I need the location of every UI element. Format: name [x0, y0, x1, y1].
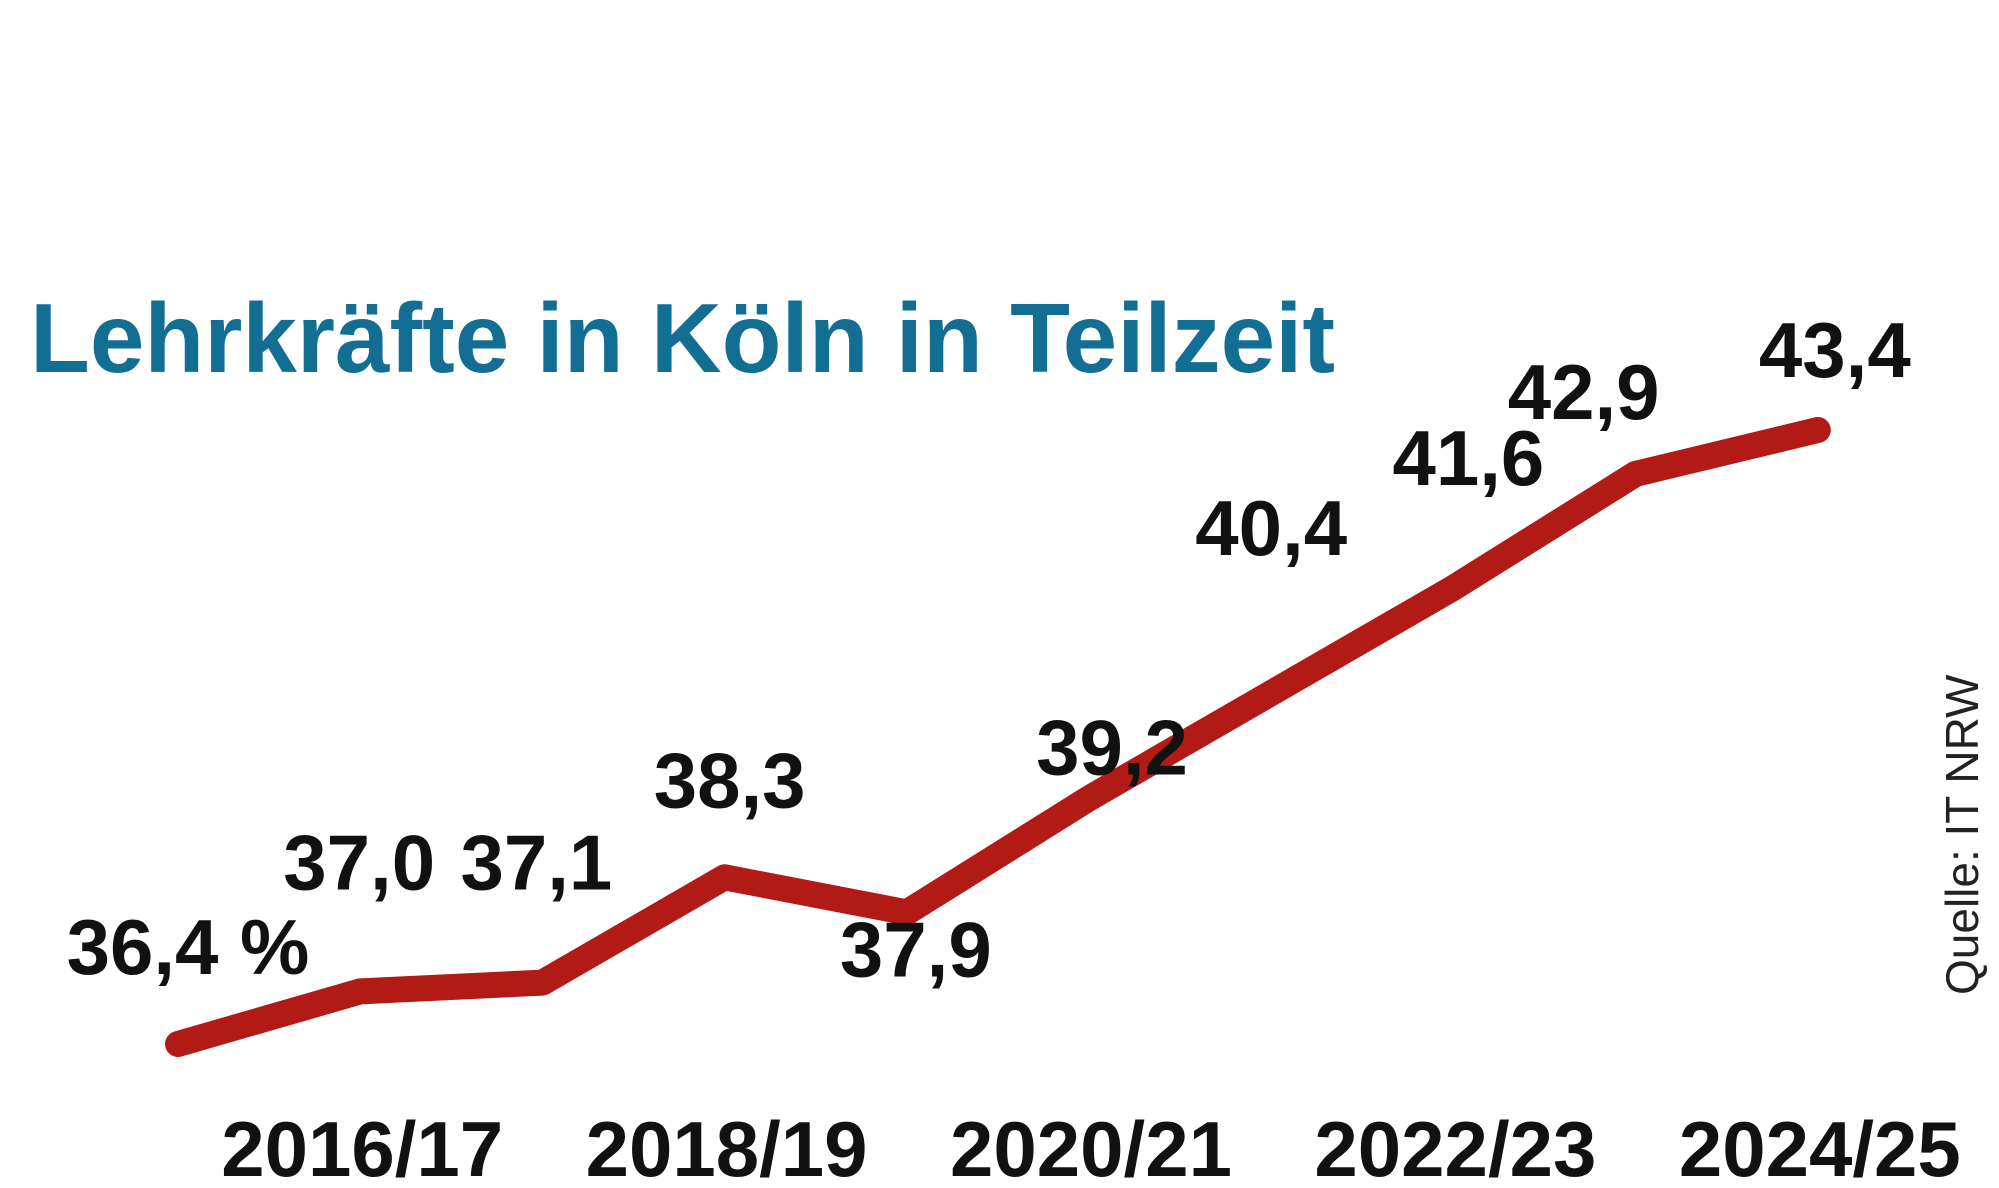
x-tick-label: 2020/21 — [950, 1105, 1232, 1188]
series-line — [165, 417, 1831, 1057]
data-label: 42,9 — [1508, 348, 1660, 436]
x-axis-tick-layer: 2016/17 2018/19 2020/21 2022/23 2024/25 — [221, 1105, 1961, 1188]
data-label: 41,6 — [1392, 414, 1544, 502]
data-label: 38,3 — [654, 736, 806, 824]
x-tick-label: 2016/17 — [221, 1105, 503, 1188]
x-tick-label: 2024/25 — [1679, 1105, 1961, 1188]
chart-title: Lehrkräfte in Köln in Teilzeit — [30, 283, 1335, 393]
data-label: 43,4 — [1759, 306, 1911, 394]
series-layer — [165, 417, 1831, 1057]
data-label: 40,4 — [1195, 484, 1347, 572]
x-tick-label: 2018/19 — [586, 1105, 868, 1188]
x-tick-label: 2022/23 — [1314, 1105, 1596, 1188]
data-label-layer: 36,4 %37,0 37,1 38,3 37,9 39,2 40,4 41,642,9 43… — [67, 306, 1911, 993]
data-label: 37,1 — [460, 819, 612, 907]
data-label: 39,2 — [1036, 703, 1188, 791]
data-label: 37,9 — [840, 905, 992, 993]
data-label: 36,4 % — [67, 903, 310, 991]
data-label: 37,0 — [283, 818, 435, 906]
source-note: Quelle: IT NRW — [1936, 674, 1988, 995]
